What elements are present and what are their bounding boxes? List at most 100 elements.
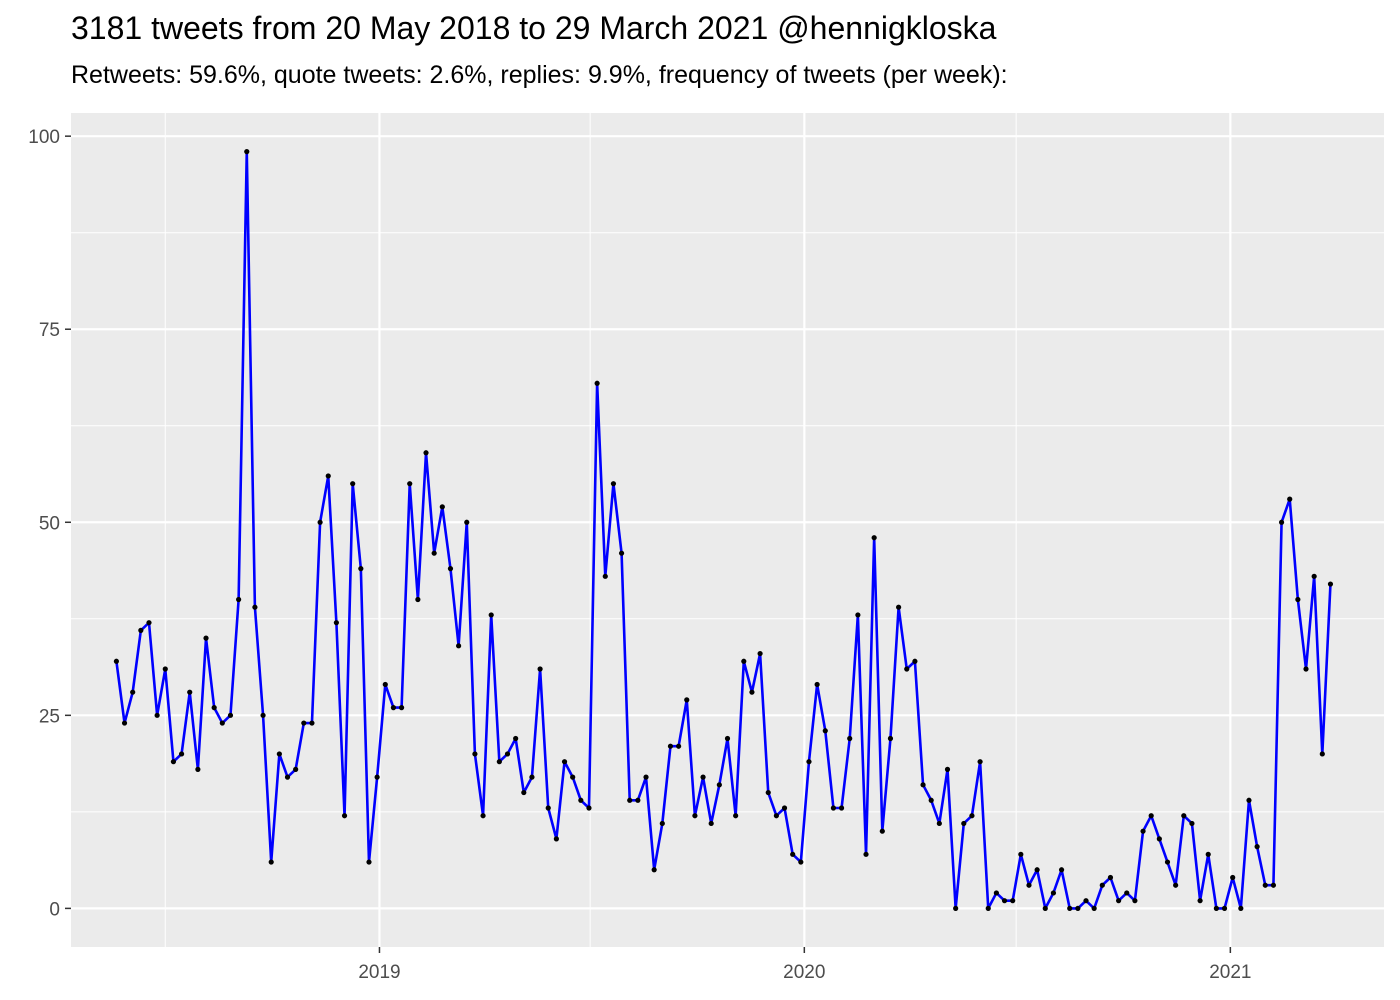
data-point [1156, 836, 1162, 842]
data-point [1140, 828, 1146, 834]
data-point [896, 604, 902, 610]
data-point [415, 596, 421, 603]
data-point [993, 890, 999, 896]
data-point [398, 705, 405, 711]
data-point [350, 481, 356, 487]
data-point [578, 797, 584, 803]
data-point [1034, 867, 1040, 873]
data-point [162, 666, 168, 672]
data-point [659, 820, 665, 827]
y-tick-label: 100 [28, 127, 60, 148]
data-point [806, 759, 812, 765]
data-point [1303, 666, 1309, 672]
data-point [407, 481, 413, 487]
data-point [781, 805, 788, 811]
data-point [178, 751, 185, 757]
data-point [912, 658, 918, 664]
data-point [708, 820, 714, 827]
data-point [1221, 905, 1228, 911]
data-point [268, 859, 274, 865]
data-point [610, 481, 617, 487]
data-point [1238, 905, 1244, 911]
data-point [513, 735, 519, 742]
data-point [195, 766, 201, 772]
data-point [333, 620, 339, 626]
data-point [944, 766, 951, 772]
data-point [667, 743, 674, 749]
data-point [480, 813, 486, 819]
data-point [260, 712, 266, 718]
data-point [847, 735, 853, 742]
data-point [423, 450, 429, 456]
data-point [1042, 905, 1048, 911]
data-point [985, 905, 991, 911]
data-point [1181, 813, 1187, 819]
data-point [1270, 882, 1277, 888]
data-point [855, 612, 861, 618]
data-point [977, 759, 983, 765]
data-point [618, 550, 625, 556]
data-point [219, 720, 225, 726]
data-point [1075, 905, 1081, 911]
data-point [358, 566, 364, 572]
data-point [570, 774, 576, 780]
data-point [627, 797, 633, 803]
data-point [211, 705, 217, 711]
chart-subtitle: Retweets: 59.6%, quote tweets: 2.6%, rep… [71, 61, 1008, 89]
data-point [953, 905, 959, 911]
data-point [472, 751, 478, 757]
data-point [1213, 905, 1219, 911]
data-point [879, 828, 885, 834]
data-point [594, 380, 600, 386]
data-point [1254, 844, 1260, 850]
x-axis-labels: 2019 2020 2021 [358, 962, 1251, 983]
data-point [1205, 851, 1211, 857]
data-point [488, 612, 494, 618]
data-point [366, 859, 372, 865]
x-tick-label: 2021 [1209, 962, 1251, 983]
data-point [203, 635, 209, 641]
data-point [692, 813, 698, 819]
data-point [1278, 519, 1285, 525]
data-point [1295, 596, 1301, 603]
data-point [121, 720, 128, 726]
data-point [1018, 851, 1024, 857]
data-point [798, 859, 804, 865]
data-point [749, 689, 755, 695]
data-point [830, 805, 837, 811]
data-point [733, 813, 739, 819]
data-point [1148, 813, 1154, 819]
data-point [227, 712, 234, 718]
data-point [822, 728, 828, 734]
data-point [1050, 890, 1057, 896]
y-tick-label: 0 [49, 899, 60, 920]
data-point [1083, 898, 1089, 904]
data-point [1124, 890, 1130, 896]
data-point [317, 519, 323, 525]
data-point [504, 751, 511, 757]
data-point [374, 774, 380, 780]
data-point [773, 813, 779, 819]
y-tick-label: 75 [39, 320, 60, 341]
data-point [961, 820, 967, 827]
data-point [130, 689, 136, 695]
data-point [521, 789, 527, 796]
data-point [1026, 882, 1032, 888]
data-point [293, 766, 299, 772]
x-tick-label: 2019 [358, 962, 400, 983]
chart-title: 3181 tweets from 20 May 2018 to 29 March… [71, 10, 997, 46]
data-point [790, 851, 796, 857]
data-point [1067, 905, 1073, 911]
data-point [1107, 874, 1114, 881]
data-point [1132, 898, 1138, 904]
data-point [439, 504, 445, 510]
data-point [1230, 874, 1236, 881]
data-point [325, 473, 331, 479]
data-point [1058, 867, 1065, 873]
data-point [496, 759, 502, 765]
data-point [1091, 905, 1097, 911]
data-point [724, 735, 731, 742]
data-point [1287, 496, 1293, 502]
x-tick-label: 2020 [783, 962, 825, 983]
data-point [635, 797, 641, 803]
